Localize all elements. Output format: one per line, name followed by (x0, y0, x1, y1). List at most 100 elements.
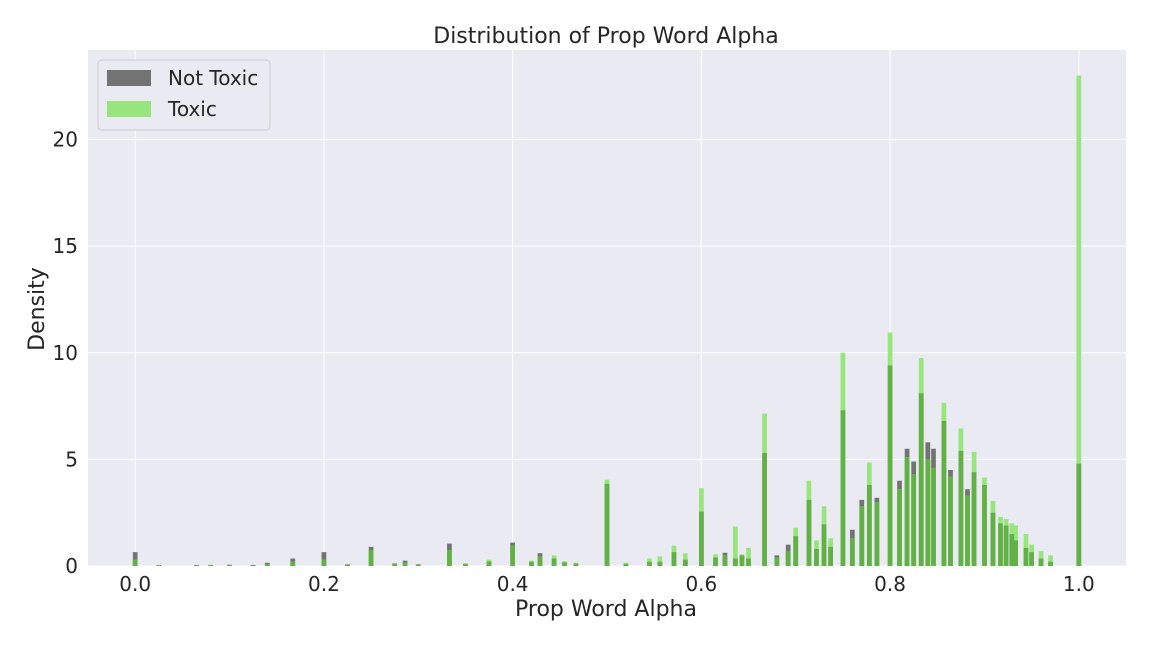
bar-overlap (682, 559, 688, 566)
bar-overlap (874, 502, 880, 566)
bar-overlap (990, 512, 996, 566)
bar-toxic (746, 547, 751, 566)
x-tick-label: 0.8 (874, 572, 906, 596)
bar-toxic (1076, 75, 1082, 566)
bar-overlap (227, 565, 232, 566)
x-tick-label: 0.6 (685, 572, 717, 596)
bar-overlap (828, 546, 834, 566)
x-axis-label: Prop Word Alpha (515, 597, 697, 622)
x-axis-ticks: 0.0 0.2 0.4 0.6 0.8 1.0 (119, 572, 1094, 596)
bar-overlap (345, 564, 350, 566)
bar-overlap (806, 499, 812, 566)
bar-overlap (447, 550, 452, 566)
bar-overlap (793, 536, 799, 566)
grid-lines (88, 50, 1126, 567)
bar-overlap (904, 457, 910, 566)
bar-overlap (132, 559, 138, 566)
bar-toxic (657, 556, 663, 566)
bar-overlap (925, 459, 931, 566)
bar-overlap (1013, 540, 1018, 566)
bar-overlap (982, 484, 987, 566)
bar-overlap (785, 551, 791, 566)
bar-overlap (402, 562, 408, 566)
bar-overlap (887, 365, 893, 566)
bar-overlap (562, 562, 567, 566)
bar-overlap (849, 538, 855, 566)
chart-title: Distribution of Prop Word Alpha (433, 24, 779, 49)
series-overlap (132, 365, 1082, 566)
bar-overlap (971, 472, 977, 566)
y-tick-label: 10 (53, 341, 78, 365)
y-tick-label: 20 (53, 128, 78, 152)
bar-overlap (623, 563, 629, 566)
bar-overlap (647, 561, 652, 566)
bar-overlap (290, 561, 296, 566)
bar-overlap (1076, 463, 1082, 566)
bar-overlap (746, 558, 751, 566)
bar-overlap (208, 565, 214, 566)
y-tick-label: 5 (65, 447, 78, 471)
bar-overlap (911, 474, 917, 566)
bar-overlap (739, 555, 745, 566)
legend: Not Toxic Toxic (97, 59, 271, 131)
bar-not-toxic (250, 564, 256, 566)
y-tick-label: 15 (53, 234, 78, 258)
y-axis-label: Density (25, 267, 50, 351)
bar-overlap (1038, 558, 1044, 566)
bar-not-toxic (321, 552, 327, 566)
bar-overlap (699, 511, 704, 566)
bar-overlap (722, 555, 728, 566)
bar-overlap (821, 524, 827, 566)
bar-overlap (941, 421, 947, 566)
bar-overlap (1023, 547, 1029, 566)
bar-overlap (671, 552, 677, 566)
bar-overlap (510, 545, 515, 566)
legend-swatch-toxic (107, 101, 151, 117)
bar-overlap (866, 484, 872, 566)
bar-overlap (897, 489, 902, 566)
bar-toxic (682, 553, 688, 566)
legend-label-toxic: Toxic (167, 97, 217, 121)
bar-toxic (732, 526, 738, 566)
bar-overlap (1029, 552, 1034, 566)
bar-overlap (840, 410, 846, 566)
bar-not-toxic (132, 552, 138, 566)
y-tick-label: 0 (65, 554, 78, 578)
bar-overlap (998, 523, 1003, 566)
bar-toxic (1048, 555, 1053, 566)
bar-overlap (859, 506, 865, 566)
bar-overlap (732, 558, 738, 566)
bar-overlap (529, 561, 534, 566)
bar-overlap (368, 550, 374, 566)
legend-label-not-toxic: Not Toxic (168, 66, 258, 90)
bar-overlap (762, 452, 767, 566)
bar-overlap (194, 565, 199, 566)
x-tick-label: 0.2 (308, 572, 340, 596)
x-tick-label: 0.0 (119, 572, 151, 596)
bar-overlap (1048, 561, 1053, 566)
bar-overlap (463, 563, 468, 566)
x-tick-label: 1.0 (1063, 572, 1095, 596)
bar-overlap (657, 561, 663, 566)
bar-overlap (486, 561, 492, 566)
bar-overlap (931, 467, 936, 566)
legend-swatch-not-toxic (107, 70, 151, 86)
y-axis-ticks: 0 5 10 15 20 (53, 128, 78, 578)
bar-overlap (573, 563, 579, 566)
bar-overlap (551, 558, 557, 566)
bar-overlap (713, 557, 718, 566)
bar-overlap (392, 564, 398, 566)
bar-overlap (814, 548, 819, 566)
bar-overlap (958, 450, 964, 566)
bar-overlap (604, 483, 610, 566)
bar-overlap (774, 557, 780, 566)
bar-overlap (918, 393, 924, 566)
bar-overlap (1009, 534, 1015, 566)
bar-overlap (948, 476, 953, 566)
bar-overlap (321, 559, 327, 566)
bar-overlap (965, 495, 970, 566)
x-tick-label: 0.4 (497, 572, 529, 596)
bar-overlap (1003, 525, 1009, 566)
bar-overlap (415, 564, 421, 566)
